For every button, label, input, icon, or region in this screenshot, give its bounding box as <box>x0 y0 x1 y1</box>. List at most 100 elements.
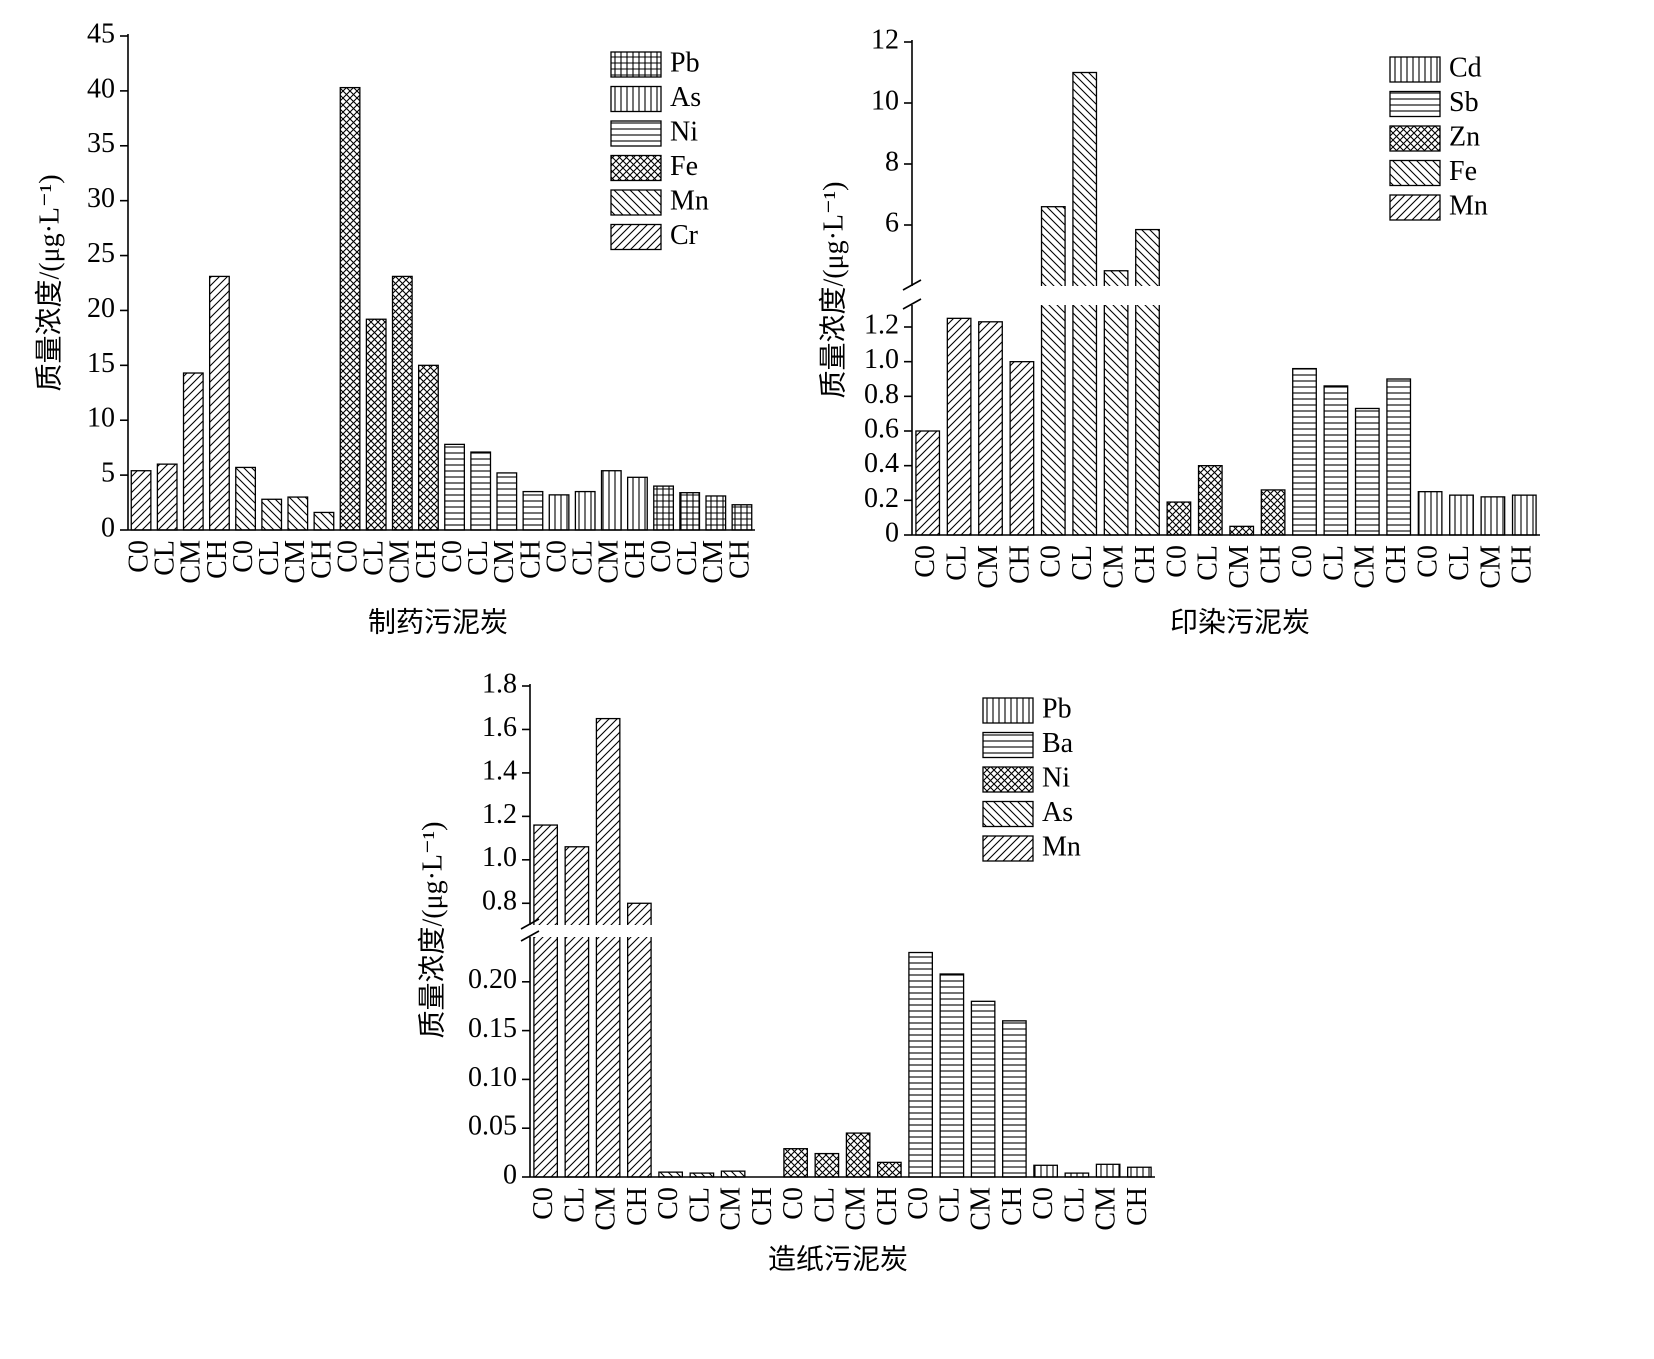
legend-swatch <box>1389 56 1441 83</box>
legend-swatch <box>610 51 662 78</box>
x-tick-label: C0 <box>528 1187 559 1220</box>
x-tick-label: CM <box>176 540 207 584</box>
bar <box>705 495 727 531</box>
x-tick-label: C0 <box>541 540 572 573</box>
legend-label: Ba <box>1042 728 1074 759</box>
y-tick-label: 10 <box>87 403 115 434</box>
legend-label: Fe <box>1449 156 1477 187</box>
x-tick-label: CM <box>1224 545 1255 589</box>
legend-label: Pb <box>670 47 700 78</box>
x-tick-label: CL <box>1193 545 1224 581</box>
y-tick-label: 0.8 <box>482 886 517 917</box>
x-tick-label: C0 <box>653 1187 684 1220</box>
axis-break-gap <box>531 925 1161 937</box>
x-tick-label: C0 <box>646 540 677 573</box>
x-tick-label: CH <box>620 540 651 579</box>
bar <box>626 476 648 531</box>
y-tick-label: 0 <box>503 1159 517 1190</box>
x-axis-title: 制药污泥炭 <box>368 606 508 638</box>
legend-label: Ni <box>670 116 698 147</box>
x-tick-label: CM <box>1091 1187 1122 1231</box>
x-tick-label: CL <box>1067 545 1098 581</box>
y-tick-label: 0.20 <box>468 964 517 995</box>
x-tick-label: C0 <box>228 540 259 573</box>
bar <box>720 1170 746 1178</box>
bar <box>574 490 596 531</box>
x-tick-label: CM <box>1099 545 1130 589</box>
y-tick-label: 12 <box>871 24 899 55</box>
bar <box>653 485 675 531</box>
axis-break-mark <box>902 279 922 291</box>
bar <box>946 317 972 536</box>
legend-label: Mn <box>1449 190 1488 221</box>
bar <box>313 511 335 531</box>
legend-label: Fe <box>670 151 698 182</box>
legend-label: Mn <box>670 185 709 216</box>
legend-swatch <box>982 835 1034 862</box>
y-tick-label: 0.15 <box>468 1013 517 1044</box>
axis-break-mark <box>902 298 922 310</box>
y-tick-label: 40 <box>87 73 115 104</box>
legend-label: Zn <box>1449 121 1480 152</box>
x-tick-label: CL <box>672 540 703 576</box>
bar <box>600 470 622 531</box>
x-tick-label: CL <box>942 545 973 581</box>
bar <box>1197 465 1223 536</box>
y-tick-label: 0.8 <box>864 379 899 410</box>
bar <box>939 973 965 1178</box>
y-tick-label: 1.2 <box>482 799 517 830</box>
x-tick-label: CH <box>202 540 233 579</box>
x-tick-label: CH <box>997 1187 1028 1226</box>
y-tick-label: 35 <box>87 128 115 159</box>
x-tick-label: CL <box>559 1187 590 1223</box>
x-tick-label: CH <box>724 540 755 579</box>
legend-swatch <box>610 85 662 113</box>
y-axis-title: 质量浓度/(μg·L⁻¹) <box>416 821 448 1038</box>
bar <box>548 494 570 531</box>
x-tick-label: CH <box>747 1187 778 1226</box>
y-tick-label: 1.2 <box>864 309 899 340</box>
bar <box>1127 1166 1152 1178</box>
bar <box>1002 1020 1027 1178</box>
bar <box>595 717 621 1178</box>
x-tick-label: CL <box>463 540 494 576</box>
bar <box>1166 501 1192 536</box>
bar <box>845 1132 871 1178</box>
y-tick-label: 5 <box>101 458 115 489</box>
bar <box>1033 1164 1058 1178</box>
bar <box>1354 407 1380 536</box>
axis-break-mark <box>520 918 540 930</box>
y-tick-label: 10 <box>871 85 899 116</box>
legend-swatch <box>1389 125 1441 152</box>
bar <box>970 1000 996 1178</box>
bar <box>391 275 413 531</box>
y-tick-label: 15 <box>87 348 115 379</box>
x-tick-label: CM <box>489 540 520 584</box>
bar <box>978 321 1003 536</box>
x-tick-label: CM <box>1350 545 1381 589</box>
x-tick-label: C0 <box>332 540 363 573</box>
x-tick-label: CM <box>385 540 416 584</box>
x-tick-label: CL <box>809 1187 840 1223</box>
legend-swatch <box>1389 90 1441 118</box>
y-tick-label: 1.0 <box>482 842 517 873</box>
bar <box>1229 525 1255 536</box>
x-tick-label: CH <box>306 540 337 579</box>
bar <box>1417 491 1443 536</box>
x-tick-label: CL <box>934 1187 965 1223</box>
x-tick-label: C0 <box>1287 545 1318 578</box>
bar <box>1009 361 1035 536</box>
y-tick-label: 1.4 <box>482 755 517 786</box>
x-tick-label: CH <box>1381 545 1412 584</box>
bar <box>208 275 230 531</box>
legend-swatch <box>610 154 662 182</box>
bar <box>130 470 152 531</box>
x-tick-label: CH <box>1122 1187 1153 1226</box>
bar <box>679 492 701 531</box>
y-tick-label: 1.6 <box>482 712 517 743</box>
x-tick-label: CL <box>150 540 181 576</box>
legend-label: Cr <box>670 220 699 251</box>
bar <box>1040 206 1066 536</box>
bar <box>1323 385 1349 536</box>
y-tick-label: 45 <box>87 18 115 49</box>
